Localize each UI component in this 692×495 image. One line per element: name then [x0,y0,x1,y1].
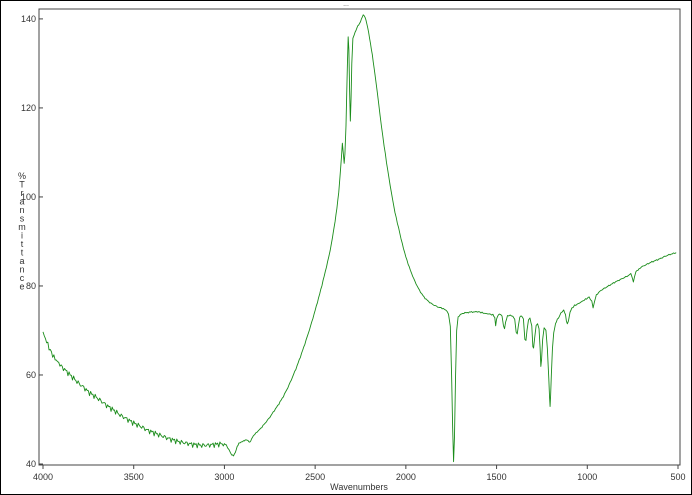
y-axis: 40 60 80 100 120 140 [21,14,43,469]
y-tick-label: 140 [21,14,36,24]
x-tick-label: 500 [670,472,685,482]
y-tick-label: 100 [21,192,36,202]
y-axis-title-char: s [20,214,25,224]
y-axis-title-char: r [21,188,24,198]
y-axis-title-char: a [19,197,24,207]
y-axis-title-char: % [18,171,26,181]
y-tick-label: 120 [21,103,36,113]
y-axis-title-char: m [18,222,26,232]
x-tick-label: 2500 [305,472,325,482]
x-axis-title: Wavenumbers [330,482,388,492]
series-layer [42,14,677,463]
y-axis-title-char: t [21,239,24,249]
x-tick-label: 4000 [33,472,53,482]
y-tick-label: 60 [26,370,36,380]
x-tick-label: 1500 [487,472,507,482]
y-axis-title-char: c [20,273,25,283]
y-axis-title-char: T [19,180,25,190]
y-axis-title-char: i [21,231,23,241]
y-tick-label: 80 [26,281,36,291]
y-tick-label: 40 [26,459,36,469]
x-tick-label: 3000 [214,472,234,482]
chart-header: ... [343,1,349,8]
x-axis: 4000 3500 3000 2500 2000 1500 1000 500 [33,465,686,482]
x-tick-label: 3500 [124,472,144,482]
y-axis-title-char: t [21,248,24,258]
y-axis-title-char: e [19,282,24,292]
series-line [42,14,677,463]
x-tick-label: 2000 [396,472,416,482]
y-axis-title-char: a [19,256,24,266]
y-axis-title-char: n [19,205,24,215]
plot-area [38,8,681,466]
y-axis-title-char: n [19,265,24,275]
x-tick-label: 1000 [577,472,597,482]
